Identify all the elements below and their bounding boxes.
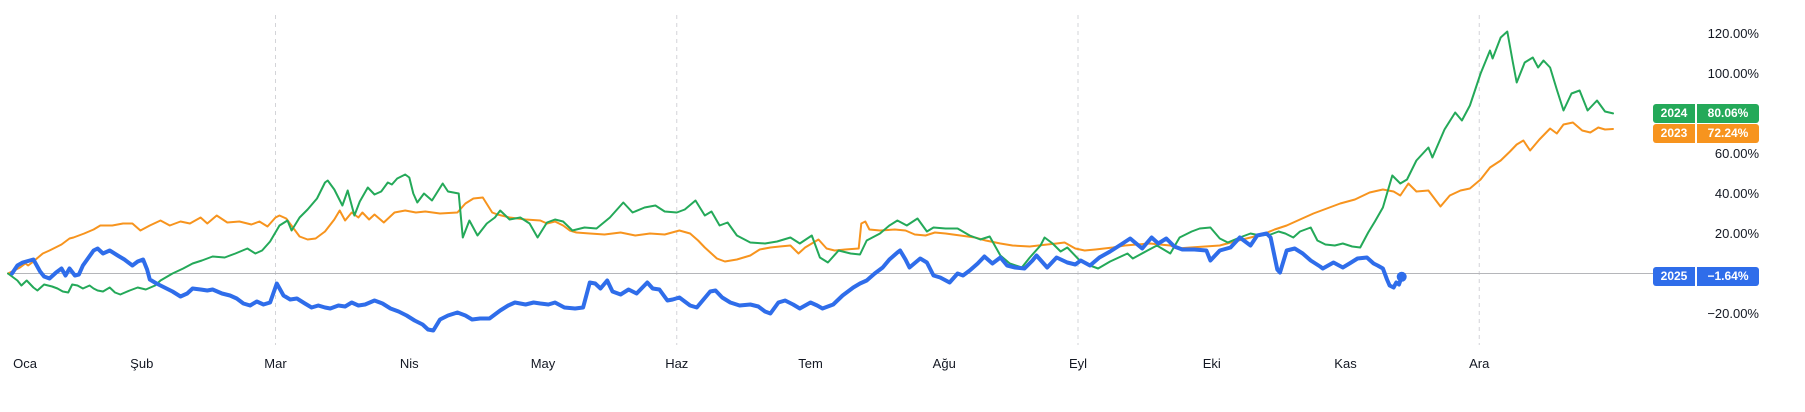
- time-axis-label[interactable]: Ara: [1469, 356, 1490, 371]
- series-badge-2024: 2024 80.06%: [1653, 104, 1759, 123]
- price-axis-label[interactable]: 20.00%: [1715, 226, 1760, 241]
- time-axis-label[interactable]: Tem: [798, 356, 823, 371]
- time-axis-label[interactable]: May: [531, 356, 556, 371]
- price-axis-label[interactable]: 40.00%: [1715, 186, 1760, 201]
- badge-year-label: 2024: [1653, 104, 1695, 123]
- series-badge-2023: 2023 72.24%: [1653, 124, 1759, 143]
- series-end-marker-2025: [1396, 271, 1407, 282]
- time-axis-label[interactable]: Kas: [1334, 356, 1357, 371]
- badge-year-label: 2023: [1653, 124, 1695, 143]
- price-axis-label[interactable]: 60.00%: [1715, 146, 1760, 161]
- time-axis-label[interactable]: Eyl: [1069, 356, 1087, 371]
- price-axis-label[interactable]: 100.00%: [1708, 66, 1760, 81]
- time-axis-label[interactable]: Nis: [400, 356, 419, 371]
- price-axis-label[interactable]: −20.00%: [1707, 306, 1759, 321]
- time-axis-label[interactable]: Şub: [130, 356, 153, 371]
- time-axis-label[interactable]: Oca: [13, 356, 38, 371]
- badge-value-label: −1.64%: [1697, 267, 1759, 286]
- badge-year-label: 2025: [1653, 267, 1695, 286]
- series-line-2025[interactable]: [10, 231, 1404, 333]
- badge-value-label: 72.24%: [1697, 124, 1759, 143]
- series-line-2023[interactable]: [7, 121, 1614, 275]
- time-axis-label[interactable]: Eki: [1203, 356, 1221, 371]
- time-axis-label[interactable]: Haz: [665, 356, 688, 371]
- time-axis-label[interactable]: Ağu: [933, 356, 956, 371]
- series-line-2024[interactable]: [7, 30, 1614, 296]
- badge-value-label: 80.06%: [1697, 104, 1759, 123]
- series-badge-2025: 2025 −1.64%: [1653, 267, 1759, 286]
- time-axis-label[interactable]: Mar: [264, 356, 287, 371]
- price-axis-label[interactable]: 120.00%: [1708, 26, 1760, 41]
